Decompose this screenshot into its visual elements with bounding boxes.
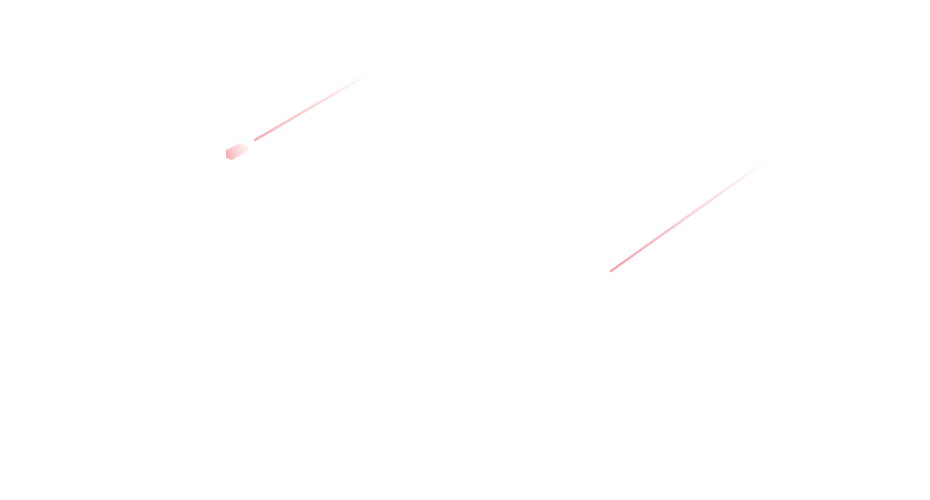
meteor-streak-2	[609, 156, 772, 273]
meteor-tail	[609, 156, 772, 273]
meteor-tail	[253, 70, 374, 142]
meteor-head	[226, 143, 248, 160]
meteor-streak-1	[226, 70, 374, 160]
